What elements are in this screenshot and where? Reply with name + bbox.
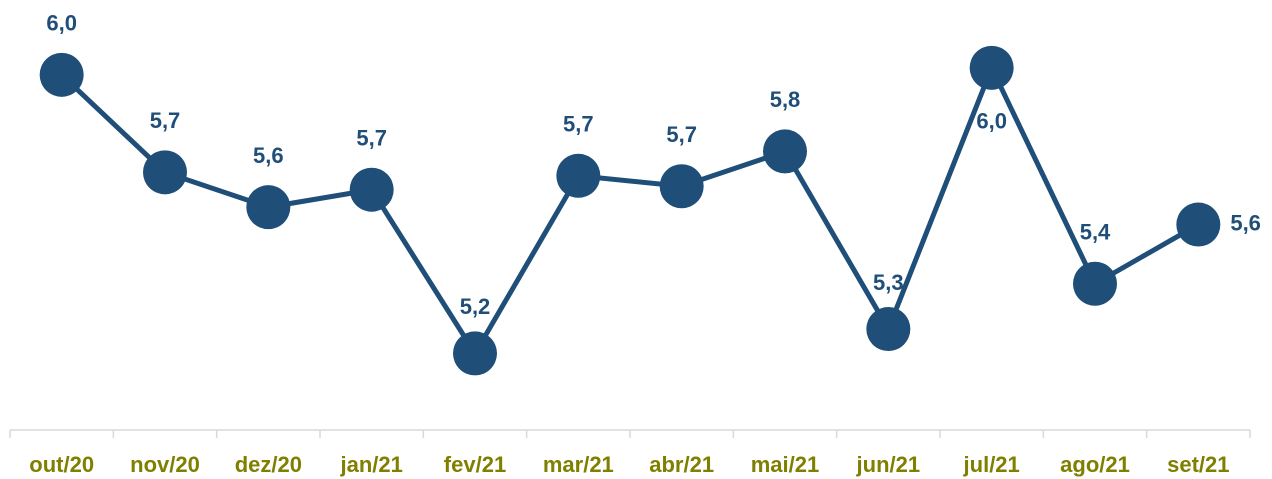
data-label: 5,4 bbox=[1080, 220, 1111, 245]
x-tick-label: abr/21 bbox=[649, 452, 714, 477]
data-label: 6,0 bbox=[976, 109, 1007, 134]
data-label: 5,7 bbox=[563, 112, 594, 137]
marker bbox=[246, 185, 291, 230]
marker bbox=[453, 331, 497, 376]
marker bbox=[349, 167, 394, 212]
line bbox=[59, 61, 1200, 359]
marker bbox=[1073, 261, 1117, 306]
x-tick-label: set/21 bbox=[1167, 452, 1229, 477]
x-tick-label: out/20 bbox=[29, 452, 94, 477]
marker bbox=[556, 153, 601, 198]
x-tick-label: nov/20 bbox=[130, 452, 200, 477]
marker bbox=[659, 164, 704, 209]
marker bbox=[143, 150, 187, 195]
x-tick-label: fev/21 bbox=[444, 452, 506, 477]
marker bbox=[969, 45, 1014, 90]
marker bbox=[866, 307, 911, 352]
data-label: 5,8 bbox=[770, 87, 801, 112]
data-label: 5,6 bbox=[1230, 210, 1261, 235]
data-label: 6,0 bbox=[46, 11, 77, 36]
data-label: 5,6 bbox=[253, 143, 284, 168]
data-label: 5,3 bbox=[873, 270, 904, 295]
x-tick-label: mar/21 bbox=[543, 452, 614, 477]
marker bbox=[39, 52, 84, 97]
data-label: 5,7 bbox=[150, 108, 181, 133]
x-tick-label: jun/21 bbox=[856, 452, 921, 477]
data-label: 5,2 bbox=[460, 294, 491, 319]
marker bbox=[1176, 202, 1221, 247]
data-label: 5,7 bbox=[666, 122, 697, 147]
x-tick-label: jul/21 bbox=[963, 452, 1020, 477]
marker bbox=[763, 129, 807, 174]
data-label: 5,7 bbox=[356, 126, 387, 151]
x-tick-label: dez/20 bbox=[235, 452, 302, 477]
x-tick-label: mai/21 bbox=[751, 452, 820, 477]
x-tick-label: ago/21 bbox=[1060, 452, 1130, 477]
x-tick-label: jan/21 bbox=[339, 452, 402, 477]
